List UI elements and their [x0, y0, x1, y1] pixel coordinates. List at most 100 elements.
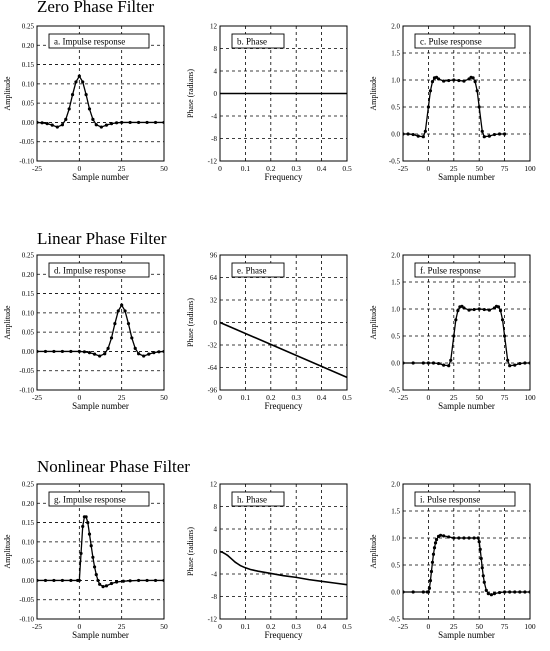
data-point	[484, 588, 488, 592]
x-tick-label: 0.1	[241, 164, 251, 173]
data-point	[406, 132, 410, 136]
data-point	[92, 352, 97, 356]
y-tick-label: 0.0	[391, 360, 400, 368]
data-point	[162, 349, 164, 354]
y-tick-label: 0.25	[22, 252, 35, 260]
x-axis-label: Sample number	[438, 172, 495, 182]
data-point	[429, 569, 434, 574]
data-point	[452, 536, 456, 540]
data-point	[98, 582, 102, 586]
data-point	[421, 135, 425, 139]
x-tick-label: -25	[32, 164, 42, 173]
y-tick-label: 1.0	[391, 306, 400, 314]
x-tick-label: 0.1	[241, 393, 251, 402]
data-point	[137, 578, 141, 583]
data-point	[87, 107, 92, 111]
data-point	[479, 556, 483, 561]
y-tick-label: 0	[214, 548, 218, 556]
x-tick-label: 0.3	[292, 164, 302, 173]
panel-label: h. Phase	[237, 495, 267, 505]
data-point	[137, 120, 141, 125]
y-tick-label: 0	[214, 319, 218, 327]
chart-i: -25 0 25 50 75 100 -0.5 0.0 0.5 1.0 1.5 2.0 Sample n…	[369, 481, 536, 641]
data-point	[492, 592, 497, 596]
series-line	[220, 321, 347, 379]
data-point	[74, 80, 78, 84]
x-tick-label: 100	[524, 164, 536, 173]
y-tick-label: -0.5	[389, 158, 401, 166]
chart-e: 0 0.1 0.2 0.3 0.4 0.5 -96 -64 -32 0 32 64 96 Frequenc…	[186, 252, 352, 412]
x-tick-label: 50	[160, 622, 168, 631]
data-point	[426, 590, 430, 594]
panel-label-box	[48, 33, 150, 49]
data-point	[91, 555, 95, 559]
data-point	[477, 105, 481, 109]
y-axis-label: Phase (radians)	[186, 527, 195, 576]
data-point	[487, 308, 491, 312]
data-point	[411, 132, 415, 137]
y-axis-label: Amplitude	[3, 534, 12, 569]
data-point	[513, 363, 517, 367]
data-point	[421, 361, 425, 365]
x-tick-label: 50	[475, 622, 483, 631]
x-tick-label: 0	[427, 164, 431, 173]
data-point	[123, 309, 127, 313]
panel-label-box	[414, 262, 516, 278]
data-point	[103, 352, 107, 356]
data-point	[101, 585, 105, 589]
data-point	[467, 308, 471, 312]
x-tick-label: 0.5	[342, 164, 352, 173]
y-tick-label: 2.0	[391, 481, 400, 489]
y-tick-label: -0.10	[19, 158, 34, 166]
data-point	[96, 578, 100, 583]
data-point	[421, 590, 425, 594]
data-point	[98, 354, 102, 358]
panel-label: g. Impulse response	[54, 495, 126, 505]
plot-frame	[36, 25, 165, 162]
y-tick-label: 1.5	[391, 279, 400, 287]
data-point	[442, 363, 446, 367]
data-point	[423, 129, 427, 133]
data-point	[518, 361, 522, 366]
data-point	[528, 590, 530, 594]
y-tick-label: -0.10	[19, 387, 34, 395]
chart-b: 0 0.1 0.2 0.3 0.4 0.5 -12 -8 -4 0 4 8 12 Frequency Pha…	[186, 23, 352, 183]
x-axis-label: Frequency	[265, 630, 303, 640]
y-tick-label: 8	[214, 45, 218, 53]
y-tick-label: 0.05	[22, 558, 35, 566]
plot-frame	[402, 254, 531, 391]
data-point	[145, 578, 149, 583]
y-tick-label: 0	[214, 90, 218, 98]
x-tick-label: 0.4	[317, 393, 327, 402]
x-tick-label: 0	[218, 393, 222, 402]
data-point	[426, 105, 430, 109]
data-point	[145, 120, 149, 125]
data-point	[69, 349, 73, 354]
data-point	[67, 107, 71, 111]
data-point	[109, 121, 114, 126]
x-tick-label: -25	[398, 622, 408, 631]
x-tick-label: 0.3	[292, 622, 302, 631]
data-point	[120, 120, 124, 125]
x-tick-label: 0.2	[266, 393, 276, 402]
x-tick-label: 0	[77, 393, 81, 402]
y-tick-label: 8	[214, 503, 218, 511]
x-axis-label: Frequency	[265, 401, 303, 411]
data-point	[503, 132, 507, 136]
x-tick-label: 50	[160, 164, 168, 173]
x-axis-label: Sample number	[72, 630, 129, 640]
data-point	[37, 349, 39, 354]
x-tick-label: 75	[501, 393, 509, 402]
y-tick-label: 0.00	[22, 577, 35, 585]
y-tick-label: -0.5	[389, 387, 401, 395]
y-tick-label: 0.20	[22, 42, 35, 50]
y-tick-label: -8	[211, 593, 217, 601]
y-axis-label: Amplitude	[369, 534, 378, 569]
series-line	[403, 534, 530, 596]
y-axis-label: Amplitude	[369, 305, 378, 340]
data-point	[52, 578, 56, 583]
data-point	[475, 89, 479, 93]
y-tick-label: 0.05	[22, 329, 35, 337]
panel-label: i. Pulse response	[420, 495, 480, 505]
